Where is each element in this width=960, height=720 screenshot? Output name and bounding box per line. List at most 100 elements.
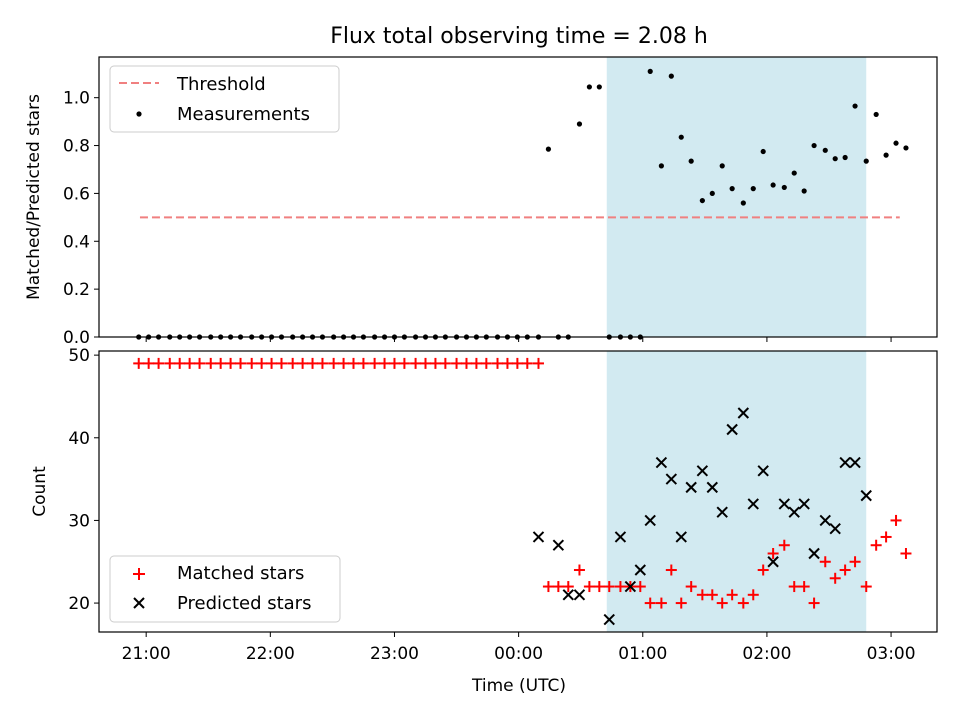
- matched-star-point: [153, 357, 165, 369]
- measurement-point: [647, 68, 653, 74]
- matched-star-point: [593, 581, 605, 593]
- matched-star-point: [275, 357, 287, 369]
- matched-star-point: [460, 357, 472, 369]
- bottom-xtick-label: 03:00: [867, 644, 916, 664]
- legend-measurements-label: Measurements: [177, 104, 310, 125]
- top-y-axis-label: Matched/Predicted stars: [24, 94, 44, 300]
- matched-star-point: [328, 357, 340, 369]
- measurement-point: [699, 197, 705, 204]
- matched-star-point: [357, 357, 369, 369]
- predicted-star-point: [624, 580, 637, 593]
- matched-star-point: [614, 581, 626, 593]
- predicted-star-point: [778, 498, 791, 510]
- predicted-star-point: [675, 531, 687, 543]
- matched-star-point: [451, 357, 463, 369]
- top-ytick-label: 0.8: [63, 137, 90, 157]
- bottom-observing-window: [606, 351, 867, 632]
- matched-star-point: [398, 357, 410, 369]
- bottom-xtick-label: 21:00: [122, 644, 171, 664]
- predicted-star-point: [685, 481, 697, 494]
- measurement-point: [545, 146, 552, 152]
- bottom-y-axis-label: Count: [30, 466, 50, 517]
- matched-star-point: [492, 357, 504, 369]
- measurement-point: [842, 154, 848, 161]
- matched-star-point: [205, 357, 217, 369]
- bottom-axes-frame: [98, 350, 938, 633]
- matched-star-point: [338, 357, 350, 369]
- matched-star-point: [655, 597, 667, 609]
- measurement-point: [801, 188, 807, 194]
- matched-star-point: [634, 581, 646, 593]
- measurement-point: [709, 190, 715, 197]
- measurement-point: [770, 182, 776, 188]
- matched-star-point: [235, 357, 247, 369]
- matched-star-point: [900, 547, 912, 559]
- matched-star-point: [501, 357, 513, 369]
- matched-star-point: [256, 357, 268, 369]
- measurement-point: [811, 142, 817, 149]
- matched-star-point: [685, 581, 697, 593]
- matched-star-point: [552, 581, 564, 593]
- top-ytick-label: 1.0: [63, 89, 90, 109]
- measurement-point: [596, 84, 602, 90]
- x-axis-label: Time (UTC): [471, 676, 566, 696]
- bottom-y-ticks: 20 30 40 50: [68, 346, 99, 614]
- measurement-point: [863, 158, 869, 164]
- bottom-shaded-region: [606, 351, 867, 632]
- predicted-star-point: [860, 489, 872, 502]
- measurement-point: [688, 158, 694, 164]
- predicted-star-point: [808, 547, 820, 560]
- predicted-star-point: [726, 423, 738, 436]
- predicted-star-point: [757, 465, 769, 477]
- matched-star-point: [890, 514, 902, 526]
- matched-star-point: [266, 357, 278, 369]
- measurement-point: [791, 170, 797, 176]
- matched-star-point: [379, 357, 391, 369]
- matched-star-point: [297, 357, 309, 369]
- matched-star-point: [521, 357, 533, 369]
- matched-star-point: [429, 357, 441, 369]
- predicted-star-point: [737, 407, 750, 419]
- matched-star-point: [348, 357, 360, 369]
- matched-star-point: [246, 357, 258, 369]
- matched-star-point: [808, 597, 820, 609]
- matched-star-point: [470, 357, 482, 369]
- bottom-xtick-label: 22:00: [246, 644, 295, 664]
- predicted-star-point: [634, 564, 646, 576]
- matched-star-point: [388, 357, 400, 369]
- measurement-point: [658, 163, 664, 169]
- matched-star-point: [316, 357, 328, 369]
- measurement-point: [903, 145, 909, 151]
- bottom-ytick-label: 30: [68, 511, 90, 531]
- matched-star-point: [143, 357, 155, 369]
- bottom-xtick-label: 01:00: [618, 644, 667, 664]
- matched-star-point: [798, 581, 810, 593]
- top-ytick-label: 0.6: [63, 184, 90, 204]
- matched-star-point: [706, 589, 718, 601]
- measurement-point: [893, 140, 899, 146]
- matched-star-point: [420, 357, 432, 369]
- predicted-star-point: [665, 473, 678, 485]
- predicted-star-point: [614, 531, 627, 543]
- predicted-star-point: [798, 498, 810, 510]
- matched-star-point: [164, 357, 176, 369]
- matched-star-point: [819, 556, 831, 568]
- measurement-point: [729, 186, 735, 192]
- matched-star-point: [675, 597, 687, 609]
- matched-star-point: [644, 597, 656, 609]
- matched-star-point: [369, 357, 381, 369]
- bottom-ytick-label: 40: [68, 429, 90, 449]
- predicted-star-point: [562, 589, 574, 601]
- matched-star-point: [880, 531, 892, 543]
- top-ytick-label: 0.2: [63, 280, 90, 300]
- predicted-star-point: [716, 506, 728, 518]
- top-legend-box: [109, 65, 340, 133]
- measurement-point: [719, 163, 725, 169]
- predicted-star-point: [696, 465, 709, 477]
- matched-star-point: [870, 539, 882, 551]
- matched-star-point: [133, 357, 145, 369]
- matched-star-point: [542, 581, 554, 593]
- measurement-point: [822, 147, 828, 153]
- measurement-point: [781, 184, 787, 191]
- predicted-star-point: [552, 539, 565, 551]
